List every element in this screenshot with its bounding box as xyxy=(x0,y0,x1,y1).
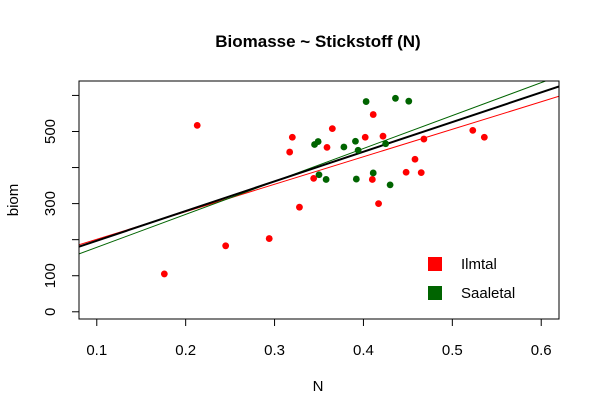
point-ilmtal xyxy=(310,174,318,182)
point-ilmtal xyxy=(375,200,382,208)
legend: Ilmtal Saaletal xyxy=(428,256,515,302)
point-ilmtal xyxy=(361,133,369,141)
regression-line-all xyxy=(79,85,559,248)
legend-label-saaletal: Saaletal xyxy=(461,285,515,302)
point-ilmtal xyxy=(328,125,336,132)
point-ilmtal xyxy=(402,168,410,176)
y-tick-label: 100 xyxy=(42,263,59,288)
point-saaletal xyxy=(314,138,322,145)
y-tick-label: 500 xyxy=(42,119,59,144)
x-tick-label: 0.5 xyxy=(442,342,463,359)
point-ilmtal xyxy=(411,155,419,163)
point-saaletal xyxy=(322,176,330,183)
legend-label-ilmtal: Ilmtal xyxy=(461,256,497,273)
point-ilmtal xyxy=(160,270,168,278)
data-points xyxy=(160,94,488,278)
point-saaletal xyxy=(382,140,390,148)
point-ilmtal xyxy=(193,121,201,129)
point-saaletal xyxy=(369,169,377,177)
regression-lines xyxy=(79,81,559,255)
x-tick-label: 0.6 xyxy=(531,342,552,359)
x-tick-label: 0.2 xyxy=(175,342,196,359)
point-saaletal xyxy=(352,175,360,183)
regression-line-saaletal xyxy=(79,81,548,255)
point-saaletal xyxy=(386,181,394,189)
point-saaletal xyxy=(392,94,399,102)
x-tick-label: 0.4 xyxy=(353,342,374,359)
x-tick-label: 0.1 xyxy=(86,342,107,359)
y-tick-label: 0 xyxy=(42,308,59,316)
point-ilmtal xyxy=(323,143,331,151)
point-ilmtal xyxy=(368,176,376,183)
point-ilmtal xyxy=(469,127,477,134)
chart-title: Biomasse ~ Stickstoff (N) xyxy=(215,32,420,51)
point-ilmtal xyxy=(296,203,303,211)
legend-swatch-saaletal xyxy=(428,286,442,300)
point-ilmtal xyxy=(480,133,488,141)
point-ilmtal xyxy=(265,235,273,242)
point-ilmtal xyxy=(369,111,377,118)
y-tick-label: 300 xyxy=(42,191,59,216)
legend-swatch-ilmtal xyxy=(428,257,442,271)
y-axis: 0 100 300 500 xyxy=(42,94,79,316)
point-saaletal xyxy=(354,146,362,154)
point-saaletal xyxy=(352,137,359,145)
point-ilmtal xyxy=(379,132,387,140)
point-ilmtal xyxy=(222,242,230,250)
point-saaletal xyxy=(405,97,413,105)
x-axis-label: N xyxy=(313,378,324,395)
y-axis-label: biom xyxy=(5,184,22,217)
point-saaletal xyxy=(362,98,370,105)
point-saaletal xyxy=(315,171,323,179)
x-axis: 0.1 0.2 0.3 0.4 0.5 0.6 xyxy=(86,319,552,359)
x-tick-label: 0.3 xyxy=(264,342,285,359)
point-ilmtal xyxy=(417,169,425,176)
point-ilmtal xyxy=(286,148,294,156)
point-ilmtal xyxy=(288,133,296,141)
point-saaletal xyxy=(340,143,348,151)
plot-frame xyxy=(78,80,560,320)
point-ilmtal xyxy=(420,135,428,143)
